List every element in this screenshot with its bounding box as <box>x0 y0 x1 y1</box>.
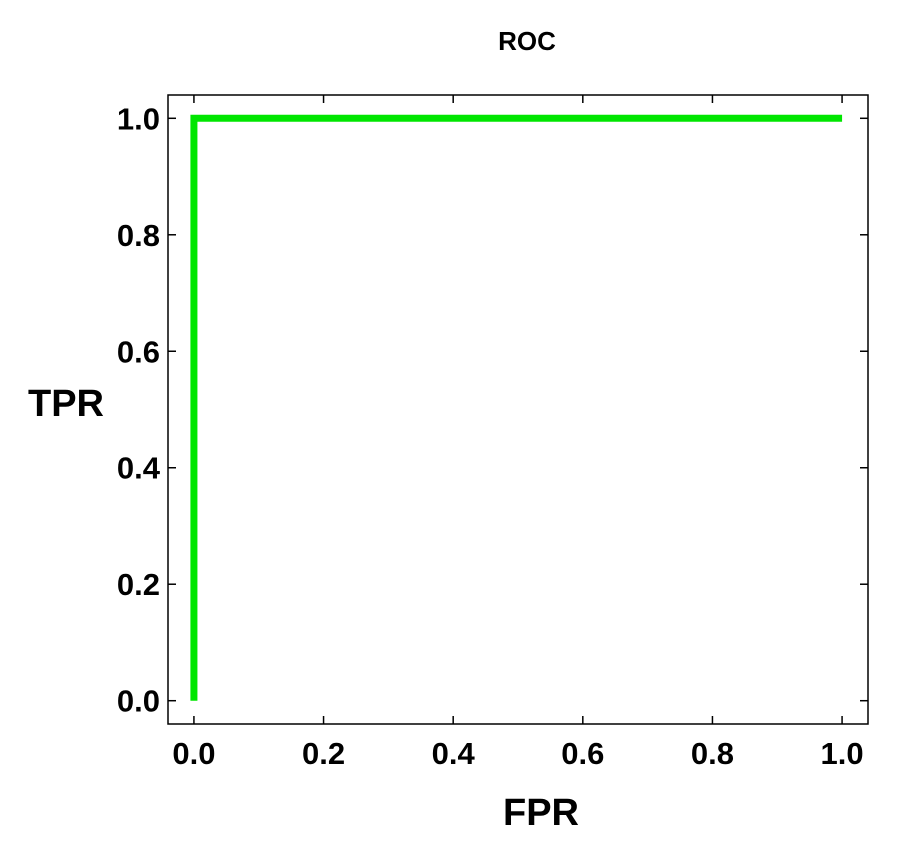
plot-frame <box>167 94 869 725</box>
y-tick-label: 1.0 <box>117 101 160 136</box>
chart-title: ROC <box>498 26 556 56</box>
y-ticks: 0.0 0.2 0.4 0.6 0.8 1.0 <box>117 101 868 719</box>
x-tick-label: 0.2 <box>302 736 345 771</box>
y-axis-label: TPR <box>28 383 104 425</box>
x-tick-label: 0.4 <box>432 736 476 771</box>
roc-curve-line <box>190 114 843 701</box>
x-tick-label: 0.8 <box>691 736 734 771</box>
y-tick-label: 0.6 <box>117 334 160 369</box>
series-group <box>190 114 843 701</box>
y-tick-label: 0.4 <box>117 451 161 486</box>
y-tick-label: 0.0 <box>117 684 160 719</box>
y-tick-label: 0.2 <box>117 567 160 602</box>
x-tick-label: 0.0 <box>172 736 215 771</box>
x-tick-label: 0.6 <box>561 736 604 771</box>
x-tick-label: 1.0 <box>821 736 864 771</box>
x-axis-label: FPR <box>503 792 579 834</box>
x-ticks: 0.0 0.2 0.4 0.6 0.8 1.0 <box>172 95 864 771</box>
y-tick-label: 0.8 <box>117 218 160 253</box>
